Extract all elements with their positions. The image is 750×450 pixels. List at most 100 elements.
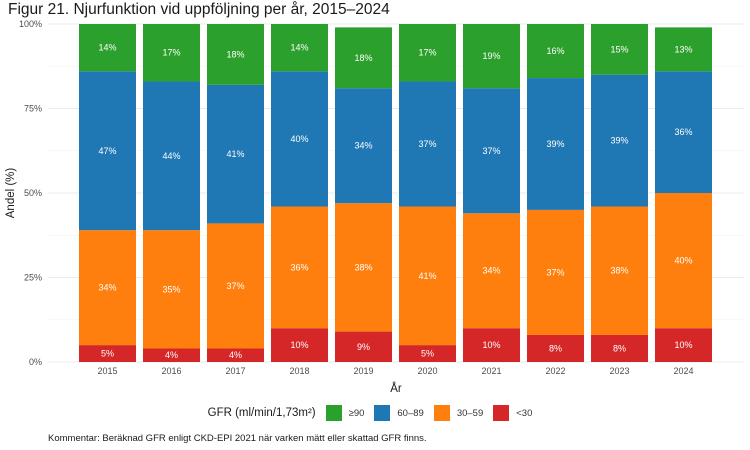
x-tick-label: 2022 <box>545 366 565 376</box>
bar-stack-2018: 10% 36% 40% 14% <box>271 24 328 362</box>
legend-label: 30–59 <box>456 407 484 419</box>
legend-item: ≥90 <box>325 405 364 421</box>
bar-segment <box>335 203 392 332</box>
bar-stack-2023: 8% 38% 39% 15% <box>591 24 648 362</box>
x-axis-ticks: 2015 2016 2017 2018 2019 2020 2021 2022 2023 2024 <box>97 366 693 376</box>
data-label: 14% <box>290 43 308 53</box>
legend-item: 60–89 <box>374 405 424 421</box>
data-label: 13% <box>674 44 692 54</box>
bar-segment <box>207 348 264 362</box>
x-tick-label: 2020 <box>417 366 437 376</box>
data-label: 37% <box>418 139 436 149</box>
bar-segment <box>655 193 712 329</box>
bar-stack-2022: 8% 37% 39% 16% <box>527 24 584 362</box>
bar-segment <box>79 24 136 72</box>
x-tick-label: 2017 <box>225 366 245 376</box>
bar-segment <box>271 328 328 362</box>
data-label: 34% <box>482 266 500 276</box>
bar-segment <box>527 78 584 210</box>
bar-stack-2019: 9% 38% 34% 18% <box>335 27 392 362</box>
data-label: 14% <box>98 43 116 53</box>
data-label: 36% <box>290 262 308 272</box>
data-label: 39% <box>610 136 628 146</box>
legend: GFR (ml/min/1,73m²) ≥90 60–89 30–59 <30 <box>0 405 750 421</box>
bar-stack-2024: 10% 40% 36% 13% <box>655 27 712 362</box>
bar-segment <box>527 334 584 362</box>
data-label: 39% <box>546 139 564 149</box>
legend-label: 60–89 <box>397 407 424 419</box>
bar-segment <box>527 209 584 335</box>
bar-segment <box>399 24 456 82</box>
bar-segment <box>143 81 200 231</box>
bar-stack-2015: 5% 34% 47% 14% <box>79 24 136 362</box>
bar-segment <box>207 84 264 224</box>
y-tick-label: 25% <box>24 273 42 283</box>
y-tick-label: 75% <box>24 104 42 114</box>
bar-stack-2017: 4% 37% 41% 18% <box>207 24 264 362</box>
legend-item: 30–59 <box>433 405 484 421</box>
legend-swatch <box>374 405 391 421</box>
data-label: 18% <box>226 49 244 59</box>
x-tick-label: 2019 <box>353 366 373 376</box>
data-label: 16% <box>546 46 564 56</box>
legend-swatch <box>493 405 510 421</box>
data-label: 8% <box>613 343 626 353</box>
bar-segment <box>143 230 200 349</box>
x-tick-label: 2021 <box>481 366 501 376</box>
x-tick-label: 2015 <box>97 366 117 376</box>
data-label: 10% <box>482 340 500 350</box>
bar-segment <box>591 74 648 207</box>
bar-segment <box>399 206 456 346</box>
bar-segment <box>79 230 136 346</box>
bar-segment <box>463 328 520 362</box>
x-tick-label: 2016 <box>161 366 181 376</box>
data-label: 36% <box>674 127 692 137</box>
data-label: 5% <box>101 349 114 359</box>
data-label: 4% <box>229 350 242 360</box>
bar-stack-2016: 4% 35% 44% 17% <box>143 24 200 362</box>
x-axis-title: År <box>390 382 402 395</box>
bar-segment <box>143 348 200 362</box>
data-label: 34% <box>98 283 116 293</box>
data-label: 47% <box>98 146 116 156</box>
data-label: 38% <box>610 266 628 276</box>
data-label: 37% <box>482 146 500 156</box>
bar-segment <box>207 223 264 349</box>
bar-segment <box>655 328 712 362</box>
data-label: 17% <box>418 48 436 58</box>
data-label: 5% <box>421 349 434 359</box>
data-label: 10% <box>674 340 692 350</box>
y-axis-title: Andel (%) <box>5 168 17 219</box>
bar-segment <box>271 24 328 72</box>
bar-segment <box>591 334 648 362</box>
data-label: 17% <box>162 48 180 58</box>
x-tick-label: 2023 <box>609 366 629 376</box>
bar-segment <box>335 27 392 89</box>
legend-item: <30 <box>493 405 532 421</box>
legend-label: <30 <box>516 407 533 419</box>
data-label: 38% <box>354 262 372 272</box>
data-label: 44% <box>162 151 180 161</box>
bar-segment <box>79 71 136 231</box>
bar-segment <box>591 24 648 75</box>
y-tick-label: 0% <box>29 357 42 367</box>
data-label: 37% <box>546 267 564 277</box>
legend-title: GFR (ml/min/1,73m²) <box>207 407 316 419</box>
data-label: 41% <box>418 271 436 281</box>
data-label: 35% <box>162 284 180 294</box>
bar-segment <box>143 24 200 82</box>
bar-segment <box>463 24 520 89</box>
data-label: 19% <box>482 51 500 61</box>
bars: 5% 34% 47% 14% 4% 35% 44% 17% 4% 37% 41% 18% 10% 36% 4… <box>79 24 712 362</box>
bar-segment <box>463 213 520 329</box>
bar-segment <box>399 345 456 362</box>
bar-segment <box>79 345 136 362</box>
data-label: 40% <box>290 134 308 144</box>
stacked-bar-chart: 0%25%50%75%100% 5%34%47%14%4%35%44%17%4%… <box>5 19 744 395</box>
chart-caption: Kommentar: Beräknad GFR enligt CKD-EPI 2… <box>48 433 427 444</box>
bar-segment <box>527 24 584 79</box>
data-label: 37% <box>226 281 244 291</box>
chart-title: Figur 21. Njurfunktion vid uppföljning p… <box>8 1 390 18</box>
bar-stack-2021: 10% 34% 37% 19% <box>463 24 520 362</box>
bar-segment <box>335 331 392 362</box>
